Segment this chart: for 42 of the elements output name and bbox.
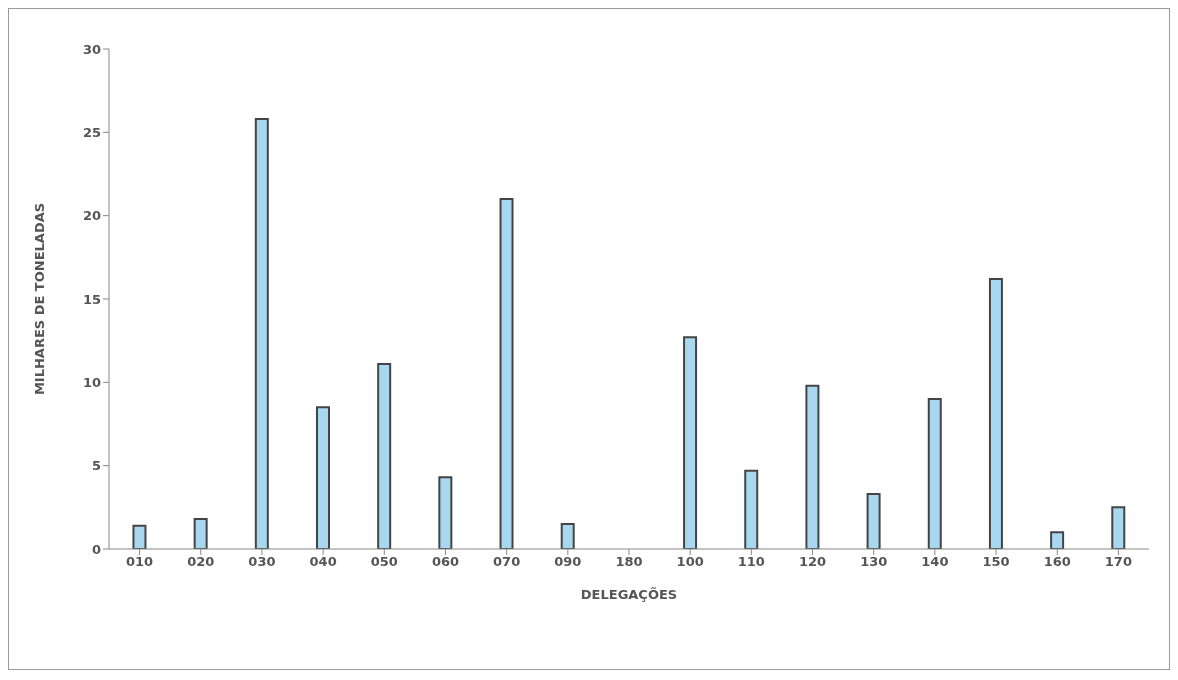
x-tick-label: 040 [309, 554, 337, 570]
x-tick-label: 140 [921, 554, 949, 570]
bar [499, 198, 514, 549]
y-tick-label: 30 [82, 41, 101, 57]
x-tick-label: 150 [982, 554, 1010, 570]
bar [866, 493, 881, 549]
bar [683, 336, 698, 549]
x-tick-label: 020 [187, 554, 215, 570]
x-tick-label: 060 [431, 554, 460, 570]
y-axis-title: MILHARES DE TONELADAS [31, 202, 47, 396]
y-tick-label: 25 [82, 124, 101, 140]
x-tick-label: 070 [493, 554, 521, 570]
bar [193, 518, 208, 549]
bar [560, 523, 575, 549]
x-tick-label: 160 [1043, 554, 1071, 570]
bar [988, 278, 1003, 549]
x-axis-title: DELEGAÇÕES [580, 587, 678, 602]
bar [254, 118, 269, 549]
x-tick-label: 170 [1104, 554, 1132, 570]
y-tick-label: 5 [91, 458, 101, 474]
bar [805, 384, 820, 549]
bar [132, 524, 147, 549]
x-tick-label: 130 [860, 554, 888, 570]
x-tick-label: 110 [737, 554, 765, 570]
bar [1111, 506, 1126, 549]
bar [927, 398, 942, 549]
bar [438, 476, 453, 549]
bar [1050, 531, 1065, 549]
bar [316, 406, 330, 549]
bar [744, 469, 759, 549]
x-tick-label: 010 [126, 554, 154, 570]
x-tick-label: 030 [248, 554, 276, 570]
y-tick-label: 20 [82, 208, 101, 224]
y-tick-label: 10 [82, 374, 101, 390]
bar [377, 363, 392, 549]
x-tick-label: 120 [798, 554, 827, 570]
y-tick-label: 15 [82, 291, 101, 307]
x-tick-label: 090 [554, 554, 582, 570]
x-tick-label: 050 [370, 554, 398, 570]
x-tick-label: 100 [676, 554, 704, 570]
y-tick-label: 0 [91, 541, 101, 557]
x-tick-label: 180 [615, 554, 643, 570]
